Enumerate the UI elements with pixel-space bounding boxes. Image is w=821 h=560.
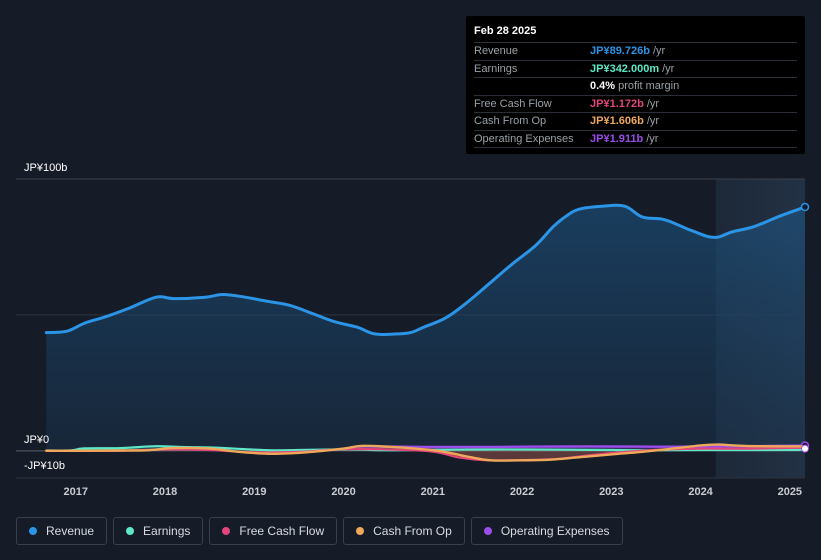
tooltip-row-value: JP¥1.606b [590,115,644,127]
tooltip-row-unit: /yr [646,132,659,145]
legend-dot-icon [222,527,231,535]
tooltip-row: Operating Expenses JP¥1.911b/yr [474,131,797,148]
tooltip-row: Cash From Op JP¥1.606b/yr [474,113,797,131]
legend-label: Revenue [46,524,95,538]
tooltip-row-unit: /yr [652,45,666,57]
x-tick-label: 2024 [688,486,713,498]
tooltip-row-unit: /yr [646,97,660,110]
tooltip-panel: Feb 28 2025 Revenue JP¥89.726b/yr Earnings… [466,16,805,154]
tooltip-row-label: Revenue [474,45,519,57]
legend: Revenue Earnings Free Cash Flow Cash From O… [16,517,623,545]
legend-label: Earnings [143,524,191,538]
legend-item-free-cash-flow[interactable]: Free Cash Flow [209,517,338,545]
tooltip-row-value: 0.4% [590,80,616,92]
tooltip-row-value: JP¥1.911b [590,132,644,145]
tooltip-row: Earnings JP¥342.000m/yr [474,61,797,78]
legend-label: Operating Expenses [500,524,610,538]
x-tick-label: 2018 [153,486,177,498]
tooltip-row-label: Earnings [474,62,518,75]
tooltip-row-unit: /yr [646,115,660,127]
legend-label: Free Cash Flow [239,524,325,538]
x-tick-label: 2021 [421,486,445,498]
tooltip-row-label: Operating Expenses [474,132,574,145]
chart-canvas: JP¥100b JP¥0 -JP¥10b 2017 2018 2019 2020 2021 20… [16,162,810,498]
tooltip-row-value: JP¥342.000m [590,62,660,75]
legend-dot-icon [126,527,135,535]
tooltip-row-unit: profit margin [618,80,680,92]
y-label: JP¥100b [24,162,67,174]
revenue-endpoint [800,202,810,212]
legend-item-revenue[interactable]: Revenue [16,517,108,545]
legend-label: Cash From Op [373,524,452,538]
tooltip-row: 0.4% profit margin [474,78,797,96]
x-tick-label: 2017 [64,486,88,498]
x-tick-label: 2020 [331,486,355,498]
tooltip-row-label [474,78,590,95]
tooltip-row-label: Free Cash Flow [474,97,552,110]
revenue-line [44,203,807,337]
legend-dot-icon [483,527,492,535]
tooltip-row: Revenue JP¥89.726b/yr [474,43,797,61]
legend-item-cash-from-op[interactable]: Cash From Op [343,517,465,545]
cash-from-op-line [45,443,807,462]
tooltip-date: Feb 28 2025 [474,22,797,43]
y-label: JP¥0 [24,434,49,446]
tooltip-row-unit: /yr [662,62,675,75]
legend-item-operating-expenses[interactable]: Operating Expenses [470,517,623,545]
x-tick-label: 2023 [599,486,623,498]
tooltip-row-value: JP¥89.726b [590,45,650,57]
legend-item-earnings[interactable]: Earnings [113,517,204,545]
x-tick-label: 2019 [242,486,266,498]
y-label: -JP¥10b [24,460,65,472]
legend-dot-icon [29,527,37,535]
tooltip-row: Free Cash Flow JP¥1.172b/yr [474,96,797,113]
legend-dot-icon [356,527,365,535]
opex-marker [801,444,809,453]
tooltip-row-value: JP¥1.172b [590,97,644,110]
x-tick-label: 2022 [510,486,534,498]
tooltip-row-label: Cash From Op [474,115,547,127]
x-tick-label: 2025 [778,486,802,498]
